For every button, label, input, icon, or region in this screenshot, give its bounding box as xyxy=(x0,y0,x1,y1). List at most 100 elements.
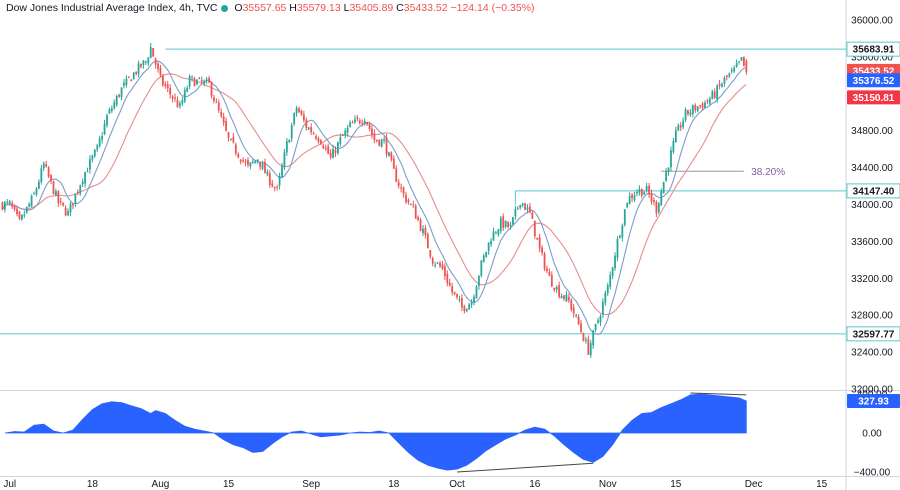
candle-body xyxy=(653,200,655,203)
candle-body xyxy=(118,94,121,97)
candle-body xyxy=(378,139,381,146)
candle-body xyxy=(414,205,417,219)
candle-body xyxy=(375,139,378,142)
candle-body xyxy=(161,75,164,85)
candle-body xyxy=(344,130,347,136)
candle-body xyxy=(480,260,483,276)
ma-fast-badge xyxy=(847,73,900,88)
candle-body xyxy=(8,201,11,204)
candle-body xyxy=(45,163,48,167)
candle-body xyxy=(580,323,582,332)
price-tick-label: 34400.00 xyxy=(851,163,893,174)
candle-body xyxy=(648,185,650,195)
candle-body xyxy=(531,212,534,219)
candle-body xyxy=(567,296,570,301)
candle-body xyxy=(149,47,152,59)
ma-slow-badge-text: 35150.81 xyxy=(853,93,895,104)
candle-body xyxy=(682,120,685,128)
candle-body xyxy=(691,105,694,115)
candle-body xyxy=(25,206,28,213)
ma-slow-badge xyxy=(847,90,900,105)
candle-body xyxy=(217,102,220,111)
candle-body xyxy=(448,282,451,286)
candle-body xyxy=(72,203,74,206)
candle-body xyxy=(704,102,706,108)
candle-body xyxy=(123,82,125,86)
oscillator-tick-label: 0.00 xyxy=(862,429,882,440)
candle-body xyxy=(144,61,147,63)
support-level-badge-text: 32597.77 xyxy=(853,329,895,340)
candle-body xyxy=(390,152,393,160)
price-tick-label: 35600.00 xyxy=(851,52,893,63)
candle-body xyxy=(708,98,711,104)
candle-body xyxy=(208,78,210,83)
candle-body xyxy=(159,67,162,76)
candle-body xyxy=(441,264,444,269)
candle-body xyxy=(670,150,672,168)
candle-body xyxy=(689,112,692,115)
candle-body xyxy=(305,119,308,128)
price-tick-label: 34800.00 xyxy=(851,126,893,137)
candle-body xyxy=(242,160,245,162)
candle-body xyxy=(417,217,420,221)
change-value: −124.14 (−0.35%) xyxy=(450,2,535,14)
candle-body xyxy=(346,127,349,133)
fib-level-label: 38.20% xyxy=(751,167,785,178)
candle-body xyxy=(91,155,94,160)
candle-body xyxy=(273,187,276,189)
candle-body xyxy=(69,203,72,213)
candle-body xyxy=(487,242,490,252)
candle-body xyxy=(485,251,488,257)
candle-body xyxy=(638,188,641,193)
candle-body xyxy=(239,159,242,162)
candle-body xyxy=(334,149,337,154)
candle-body xyxy=(558,285,561,297)
time-tick-label: Sep xyxy=(302,479,320,490)
candle-body xyxy=(439,263,441,267)
candle-body xyxy=(215,102,218,104)
candle-body xyxy=(164,83,167,87)
time-tick-label: Nov xyxy=(599,479,617,490)
candle-body xyxy=(699,105,702,107)
candle-body xyxy=(643,192,646,195)
candle-body xyxy=(205,79,208,81)
candle-body xyxy=(409,204,412,206)
horizontal-levels: 38.20% xyxy=(0,48,846,335)
price-tick-label: 33600.00 xyxy=(851,237,893,248)
price-tick-label: 36000.00 xyxy=(851,16,893,27)
candle-body xyxy=(380,139,383,147)
candle-body xyxy=(419,219,422,231)
candle-body xyxy=(672,140,675,152)
candle-body xyxy=(371,128,373,135)
time-tick-label: 18 xyxy=(87,479,99,490)
candle-body xyxy=(213,97,215,101)
candle-body xyxy=(706,100,709,102)
candle-body xyxy=(200,79,203,82)
candle-body xyxy=(482,255,485,262)
candle-body xyxy=(628,196,631,204)
open-value: 35557.65 xyxy=(242,2,287,14)
time-tick-label: Oct xyxy=(449,479,465,490)
candle-body xyxy=(575,314,578,316)
candle-body xyxy=(276,186,279,188)
candle-body xyxy=(169,88,172,95)
candle-body xyxy=(434,264,437,266)
candle-body xyxy=(300,110,303,115)
oscillator-tick-label: −400.00 xyxy=(854,468,891,479)
candle-body xyxy=(740,57,743,61)
candle-body xyxy=(256,159,259,162)
candle-body xyxy=(565,294,568,302)
candle-body xyxy=(373,133,376,141)
candle-body xyxy=(322,145,325,149)
high-label: H xyxy=(289,2,297,14)
candle-body xyxy=(570,299,573,310)
candle-body xyxy=(529,206,531,213)
candle-body xyxy=(623,209,626,225)
candle-body xyxy=(512,217,514,225)
time-axis[interactable]: Jul 18 Aug 15 Sep 18 Oct 16 Nov 15 Dec 15 xyxy=(3,479,827,490)
candle-body xyxy=(443,266,446,277)
candle-body xyxy=(64,207,67,216)
candle-body xyxy=(93,149,96,157)
candle-body xyxy=(237,154,240,158)
